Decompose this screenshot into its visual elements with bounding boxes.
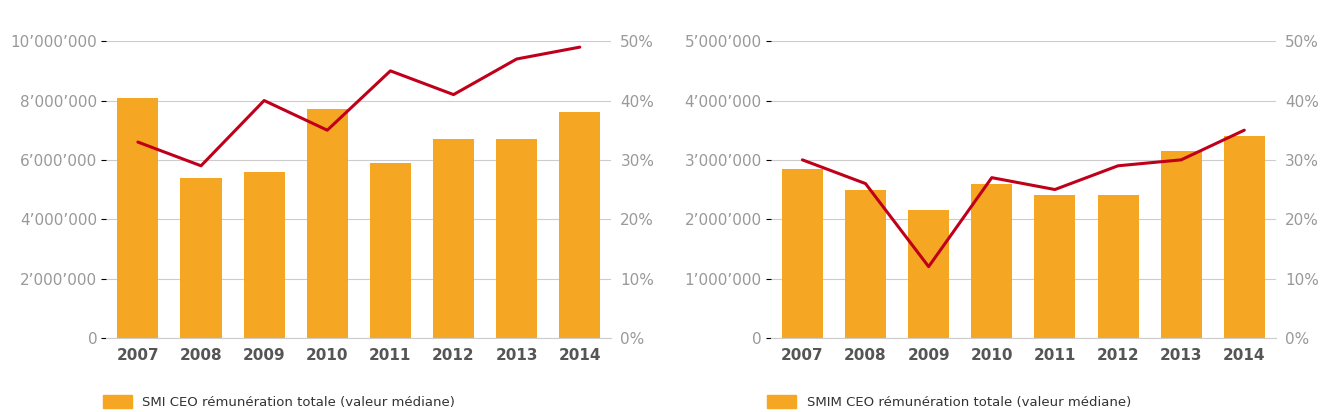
Bar bbox=[1160, 151, 1201, 338]
Bar bbox=[1034, 195, 1075, 338]
Bar bbox=[560, 112, 601, 338]
Bar bbox=[971, 184, 1013, 338]
Bar bbox=[307, 110, 348, 338]
Bar bbox=[433, 139, 474, 338]
Legend: SMI CEO rémunération totale (valeur médiane), SMI CEO % rémunération en actions : SMI CEO rémunération totale (valeur médi… bbox=[102, 395, 502, 412]
Bar bbox=[845, 190, 886, 338]
Bar bbox=[1098, 195, 1139, 338]
Bar bbox=[908, 210, 949, 338]
Bar bbox=[181, 178, 222, 338]
Bar bbox=[117, 98, 158, 338]
Bar bbox=[243, 172, 284, 338]
Legend: SMIM CEO rémunération totale (valeur médiane), SMIM CEO % rémunération en action: SMIM CEO rémunération totale (valeur méd… bbox=[767, 395, 1179, 412]
Bar bbox=[781, 169, 823, 338]
Bar bbox=[496, 139, 537, 338]
Bar bbox=[369, 163, 411, 338]
Bar bbox=[1224, 136, 1265, 338]
